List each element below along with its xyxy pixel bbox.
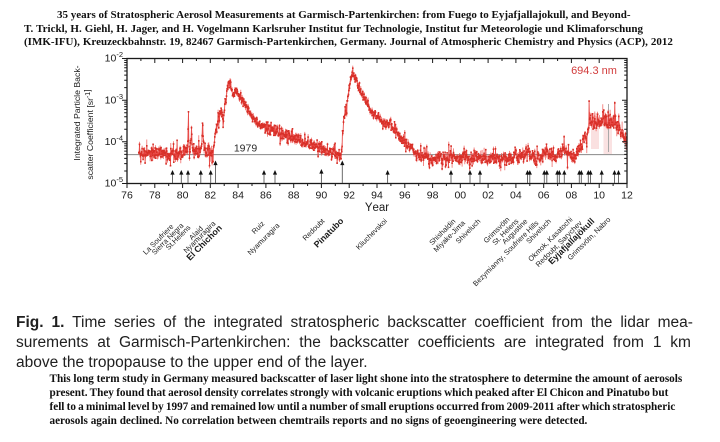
svg-text:84: 84 xyxy=(232,190,244,202)
svg-text:10-5: 10-5 xyxy=(105,175,123,190)
svg-text:694.3 nm: 694.3 nm xyxy=(571,65,617,77)
svg-text:06: 06 xyxy=(538,190,550,202)
svg-text:Year: Year xyxy=(365,202,389,214)
svg-text:92: 92 xyxy=(343,190,355,202)
svg-text:86: 86 xyxy=(260,190,272,202)
svg-text:90: 90 xyxy=(316,190,328,202)
svg-text:12: 12 xyxy=(621,190,633,202)
svg-text:04: 04 xyxy=(510,190,522,202)
svg-text:02: 02 xyxy=(482,190,494,202)
svg-text:98: 98 xyxy=(427,190,439,202)
svg-text:08: 08 xyxy=(566,190,578,202)
svg-text:10-3: 10-3 xyxy=(105,92,123,107)
svg-text:10-4: 10-4 xyxy=(105,134,123,149)
svg-text:Kliuchevskoi: Kliuchevskoi xyxy=(354,216,389,251)
svg-text:82: 82 xyxy=(204,190,216,202)
svg-text:1979: 1979 xyxy=(234,143,258,155)
svg-text:10-2: 10-2 xyxy=(105,50,123,64)
svg-text:Integrated Particle Back-: Integrated Particle Back- xyxy=(72,65,82,160)
svg-text:88: 88 xyxy=(288,190,300,202)
svg-text:00: 00 xyxy=(454,190,466,202)
svg-text:76: 76 xyxy=(121,190,133,202)
svg-text:78: 78 xyxy=(149,190,161,202)
svg-text:10: 10 xyxy=(593,190,605,202)
svg-text:96: 96 xyxy=(399,190,411,202)
svg-text:94: 94 xyxy=(371,190,383,202)
svg-text:80: 80 xyxy=(177,190,189,202)
svg-text:scatter Coefficient [sr-1]: scatter Coefficient [sr-1] xyxy=(82,89,95,179)
